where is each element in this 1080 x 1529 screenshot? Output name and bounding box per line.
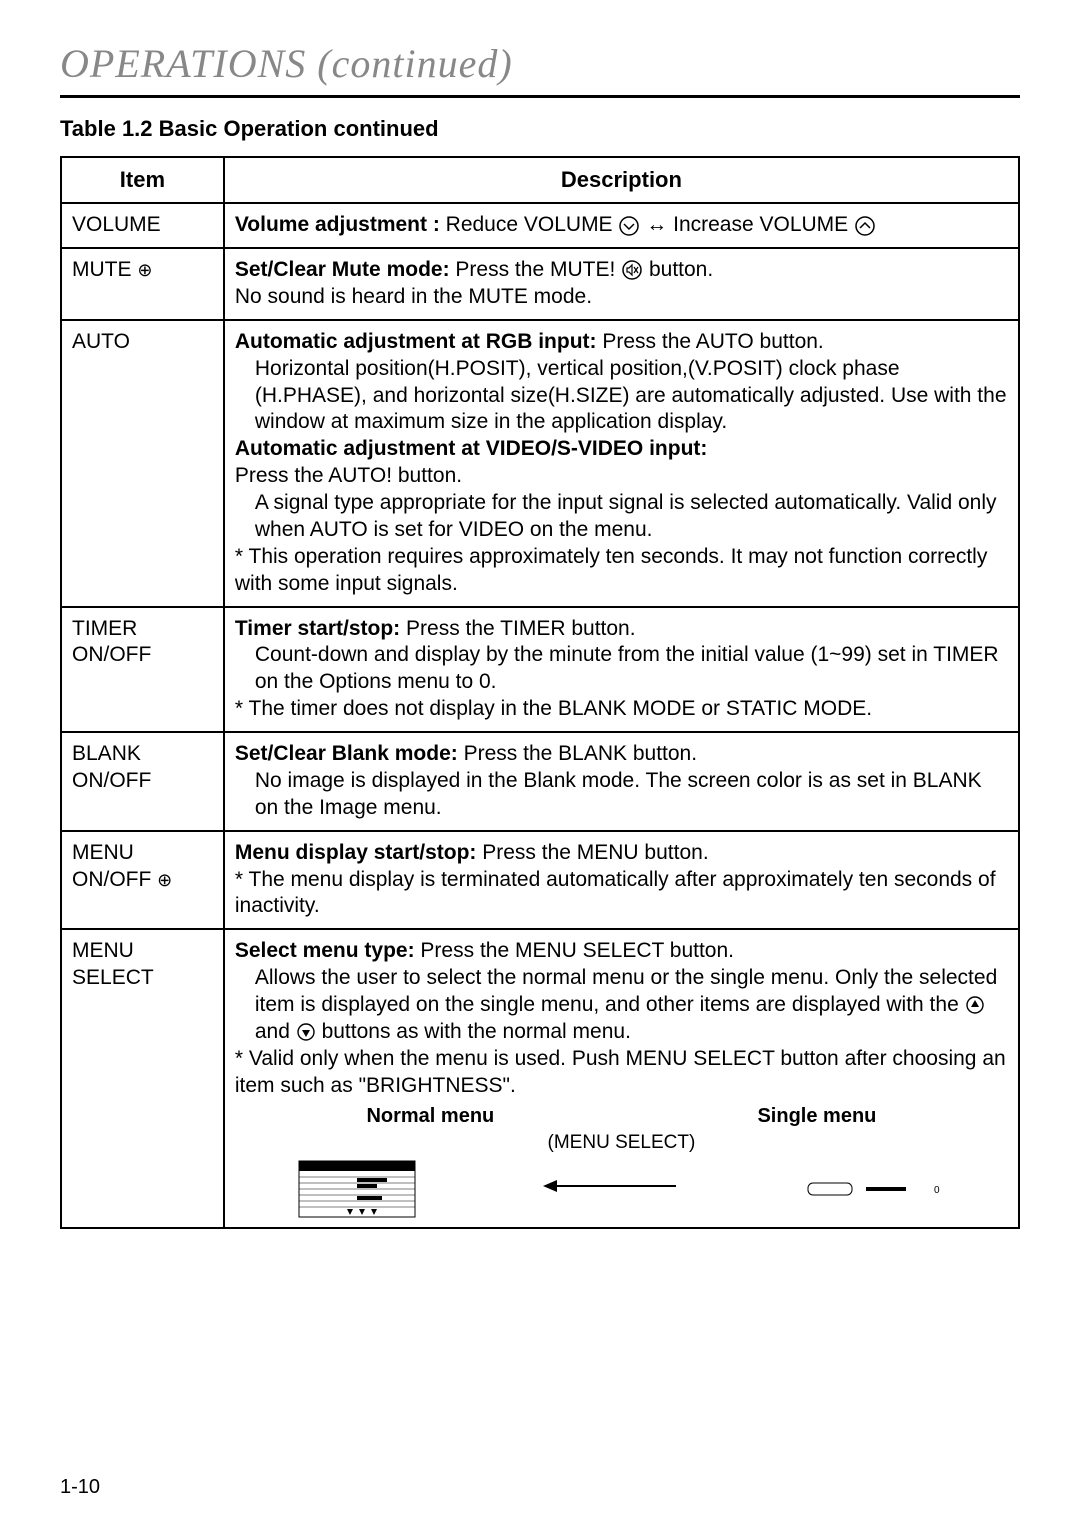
single-menu-graphic: 0 bbox=[806, 1177, 946, 1201]
legend-normal: Normal menu bbox=[366, 1104, 494, 1130]
mute-button-word: button. bbox=[643, 258, 713, 281]
volume-arrow: ↔ bbox=[646, 213, 673, 236]
timer-l3: * The timer does not display in the BLAN… bbox=[235, 697, 872, 720]
item-cell-menu-onoff: MENU ON/OFF ⊕ bbox=[61, 831, 224, 930]
auto-l2: Horizontal position(H.POSIT), vertical p… bbox=[235, 356, 1008, 437]
up-arrow-circle-icon bbox=[854, 215, 876, 237]
timer-l2: Count-down and display by the minute fro… bbox=[235, 642, 1008, 696]
table-row: BLANK ON/OFF Set/Clear Blank mode: Press… bbox=[61, 732, 1019, 831]
menu-select-l2b: and bbox=[255, 1020, 296, 1043]
desc-cell-timer: Timer start/stop: Press the TIMER button… bbox=[224, 607, 1019, 733]
blank-lead: Set/Clear Blank mode: bbox=[235, 742, 458, 765]
menu-select-l2c: buttons as with the normal menu. bbox=[322, 1020, 631, 1043]
desc-cell-auto: Automatic adjustment at RGB input: Press… bbox=[224, 320, 1019, 607]
menu-onoff-l1-rest: Press the MENU button. bbox=[476, 841, 708, 864]
section-title: OPERATIONS (continued) bbox=[60, 40, 1020, 87]
volume-increase: Increase VOLUME bbox=[673, 213, 848, 236]
menu-select-l2a: Allows the user to select the normal men… bbox=[255, 966, 997, 1016]
table-row: MUTE ⊕ Set/Clear Mute mode: Press the MU… bbox=[61, 248, 1019, 320]
auto-lead2: Automatic adjustment at VIDEO/S-VIDEO in… bbox=[235, 437, 708, 460]
down-button-icon bbox=[296, 1022, 316, 1042]
desc-cell-menu-select: Select menu type: Press the MENU SELECT … bbox=[224, 929, 1019, 1228]
item-cell-blank: BLANK ON/OFF bbox=[61, 732, 224, 831]
down-arrow-circle-icon bbox=[618, 215, 640, 237]
svg-text:0: 0 bbox=[934, 1185, 940, 1196]
menu-select-l2-wrap: Allows the user to select the normal men… bbox=[235, 965, 1008, 1046]
table-caption: Table 1.2 Basic Operation continued bbox=[60, 116, 1020, 142]
menu-select-l1-rest: Press the MENU SELECT button. bbox=[415, 939, 734, 962]
document-page: OPERATIONS (continued) Table 1.2 Basic O… bbox=[0, 0, 1080, 1529]
table-row: MENU SELECT Select menu type: Press the … bbox=[61, 929, 1019, 1228]
auto-l1-rest: Press the AUTO button. bbox=[597, 330, 824, 353]
timer-l1-rest: Press the TIMER button. bbox=[400, 617, 635, 640]
auto-l5: * This operation requires approximately … bbox=[235, 545, 987, 595]
header-description: Description bbox=[224, 157, 1019, 203]
operations-table: Item Description VOLUME Volume adjustmen… bbox=[60, 156, 1020, 1229]
oplus-icon: ⊕ bbox=[137, 260, 152, 280]
page-number: 1-10 bbox=[60, 1476, 100, 1499]
menu-legend-row: Normal menu Single menu bbox=[235, 1104, 1008, 1130]
normal-menu-graphic bbox=[297, 1159, 417, 1219]
desc-cell-volume: Volume adjustment : Reduce VOLUME ↔ Incr… bbox=[224, 203, 1019, 248]
mute-press: Press the MUTE! bbox=[450, 258, 616, 281]
volume-lead: Volume adjustment : bbox=[235, 213, 440, 236]
timer-lead: Timer start/stop: bbox=[235, 617, 400, 640]
menu-onoff-l2: * The menu display is terminated automat… bbox=[235, 868, 996, 918]
horizontal-rule bbox=[60, 95, 1020, 98]
oplus-icon: ⊕ bbox=[157, 869, 172, 889]
blank-l2: No image is displayed in the Blank mode.… bbox=[235, 768, 1008, 822]
item-cell-menu-select: MENU SELECT bbox=[61, 929, 224, 1228]
menu-onoff-lead: Menu display start/stop: bbox=[235, 841, 477, 864]
desc-cell-menu-onoff: Menu display start/stop: Press the MENU … bbox=[224, 831, 1019, 930]
blank-l1-rest: Press the BLANK button. bbox=[458, 742, 697, 765]
table-row: AUTO Automatic adjustment at RGB input: … bbox=[61, 320, 1019, 607]
mute-item-text: MUTE bbox=[72, 258, 137, 281]
mute-lead: Set/Clear Mute mode: bbox=[235, 258, 450, 281]
item-cell-timer: TIMER ON/OFF bbox=[61, 607, 224, 733]
menu-onoff-item-text: MENU ON/OFF bbox=[72, 841, 157, 891]
auto-l4: A signal type appropriate for the input … bbox=[235, 490, 1008, 544]
up-button-icon bbox=[965, 995, 985, 1015]
auto-l3: Press the AUTO! button. bbox=[235, 464, 462, 487]
table-row: VOLUME Volume adjustment : Reduce VOLUME… bbox=[61, 203, 1019, 248]
auto-lead1: Automatic adjustment at RGB input: bbox=[235, 330, 597, 353]
desc-cell-mute: Set/Clear Mute mode: Press the MUTE! but… bbox=[224, 248, 1019, 320]
mute-speaker-icon bbox=[621, 259, 643, 281]
menu-select-label-row: . (MENU SELECT) . bbox=[235, 1131, 1008, 1155]
table-row: TIMER ON/OFF Timer start/stop: Press the… bbox=[61, 607, 1019, 733]
table-row: MENU ON/OFF ⊕ Menu display start/stop: P… bbox=[61, 831, 1019, 930]
desc-cell-blank: Set/Clear Blank mode: Press the BLANK bu… bbox=[224, 732, 1019, 831]
item-cell-volume: VOLUME bbox=[61, 203, 224, 248]
menu-select-l3: * Valid only when the menu is used. Push… bbox=[235, 1047, 1006, 1097]
menu-select-lead: Select menu type: bbox=[235, 939, 415, 962]
volume-reduce: Reduce VOLUME bbox=[440, 213, 613, 236]
item-cell-mute: MUTE ⊕ bbox=[61, 248, 224, 320]
menu-images-row: 0 bbox=[235, 1159, 1008, 1219]
legend-single: Single menu bbox=[757, 1104, 876, 1130]
menu-select-label: (MENU SELECT) bbox=[548, 1131, 696, 1155]
header-item: Item bbox=[61, 157, 224, 203]
mute-line2: No sound is heard in the MUTE mode. bbox=[235, 285, 592, 308]
left-arrow-icon bbox=[541, 1176, 681, 1204]
table-header-row: Item Description bbox=[61, 157, 1019, 203]
item-cell-auto: AUTO bbox=[61, 320, 224, 607]
